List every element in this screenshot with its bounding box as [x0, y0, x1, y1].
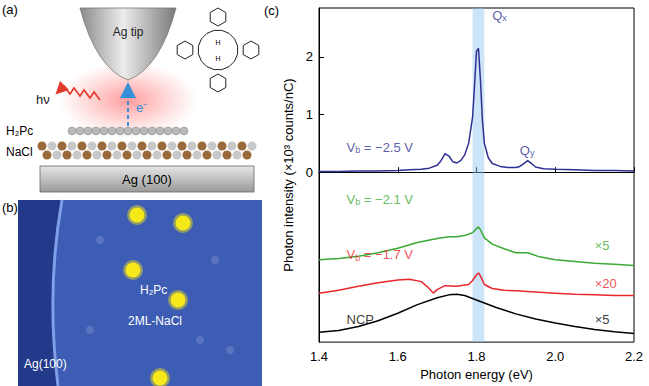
svg-text:x: x [502, 13, 507, 23]
svg-text:0: 0 [306, 165, 313, 180]
svg-text:1.8: 1.8 [467, 349, 485, 364]
svg-text:= −2.5 V: = −2.5 V [360, 140, 413, 155]
svg-text:hν: hν [36, 92, 50, 107]
svg-text:×20: ×20 [595, 276, 617, 291]
svg-text:(c): (c) [264, 3, 279, 18]
svg-text:2.2: 2.2 [625, 349, 643, 364]
svg-text:= −2.1 V: = −2.1 V [360, 192, 413, 207]
svg-text:= −1.7 V: = −1.7 V [360, 247, 413, 262]
svg-text:×5: ×5 [595, 238, 610, 253]
svg-text:V: V [347, 247, 356, 262]
svg-text:(a): (a) [2, 2, 18, 17]
svg-text:Photon energy (eV): Photon energy (eV) [420, 367, 533, 382]
svg-text:2.0: 2.0 [546, 349, 564, 364]
svg-text:V: V [347, 192, 356, 207]
svg-text:2ML-NaCl: 2ML-NaCl [128, 314, 182, 328]
svg-text:1.6: 1.6 [389, 349, 407, 364]
svg-text:H: H [215, 39, 220, 46]
svg-text:H₂Pc: H₂Pc [140, 283, 167, 297]
svg-text:H: H [215, 55, 220, 62]
svg-text:2: 2 [306, 49, 313, 64]
svg-text:Q: Q [520, 143, 530, 158]
svg-text:(b): (b) [2, 200, 18, 215]
svg-text:NCP: NCP [347, 312, 374, 327]
svg-text:b: b [355, 252, 361, 263]
svg-text:b: b [355, 145, 361, 156]
svg-text:V: V [347, 140, 356, 155]
svg-text:y: y [530, 148, 535, 158]
svg-text:1: 1 [306, 107, 313, 122]
svg-text:Q: Q [492, 8, 502, 23]
svg-text:Photon intensity (×10³ counts/: Photon intensity (×10³ counts/nC) [281, 78, 296, 271]
svg-text:e⁻: e⁻ [136, 100, 147, 115]
svg-text:NaCl: NaCl [6, 145, 33, 159]
svg-text:b: b [355, 197, 361, 208]
svg-text:Ag (100): Ag (100) [122, 172, 172, 187]
svg-text:1.4: 1.4 [310, 349, 328, 364]
svg-text:×5: ×5 [595, 312, 610, 327]
svg-text:Ag(100): Ag(100) [24, 357, 67, 371]
svg-text:H₂Pc: H₂Pc [6, 124, 33, 138]
svg-text:Ag tip: Ag tip [113, 25, 144, 39]
